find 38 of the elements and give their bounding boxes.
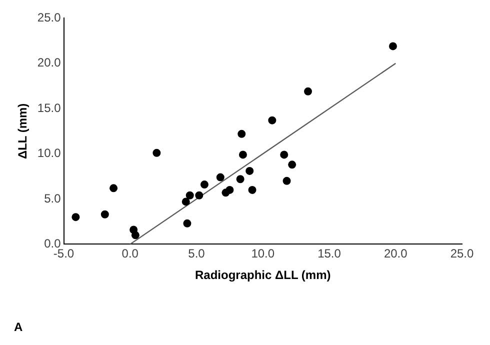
x-tick-label: 10.0 bbox=[251, 246, 275, 261]
point bbox=[152, 148, 161, 157]
point bbox=[110, 184, 118, 192]
x-tick-label: 20.0 bbox=[384, 246, 408, 261]
y-tick-label: 5.0 bbox=[44, 191, 62, 206]
x-tick-label: 0.0 bbox=[122, 246, 139, 261]
y-tick-label: 20.0 bbox=[37, 56, 62, 70]
y-tick-label: 15.0 bbox=[37, 100, 62, 115]
point bbox=[246, 166, 254, 175]
text: A bbox=[14, 320, 23, 334]
x-tick-label: 25.0 bbox=[450, 246, 474, 261]
point bbox=[248, 186, 256, 194]
x-tick-label: 15.0 bbox=[318, 246, 342, 261]
point bbox=[216, 173, 224, 182]
point bbox=[100, 210, 109, 218]
point bbox=[268, 116, 276, 124]
point bbox=[388, 42, 397, 50]
point bbox=[131, 231, 140, 240]
x-axis-title: Radiographic ΔLL (mm) bbox=[195, 268, 331, 282]
point bbox=[282, 176, 291, 185]
point bbox=[288, 160, 296, 169]
point bbox=[236, 175, 244, 184]
y-axis-title: ΔLL (mm) bbox=[16, 103, 30, 160]
point bbox=[186, 191, 194, 200]
x-tick-label: -5.0 bbox=[53, 246, 74, 261]
point bbox=[72, 213, 80, 222]
x-tick-label: 5.0 bbox=[188, 246, 206, 261]
y-tick-label: 25.0 bbox=[37, 10, 62, 25]
point bbox=[238, 150, 247, 159]
point bbox=[238, 130, 246, 138]
point bbox=[195, 191, 204, 200]
y-tick-label: 10.0 bbox=[37, 146, 62, 160]
point bbox=[304, 87, 312, 96]
point bbox=[200, 180, 208, 189]
point bbox=[183, 219, 192, 228]
point bbox=[226, 186, 234, 194]
point bbox=[280, 150, 288, 159]
point bbox=[182, 198, 190, 206]
